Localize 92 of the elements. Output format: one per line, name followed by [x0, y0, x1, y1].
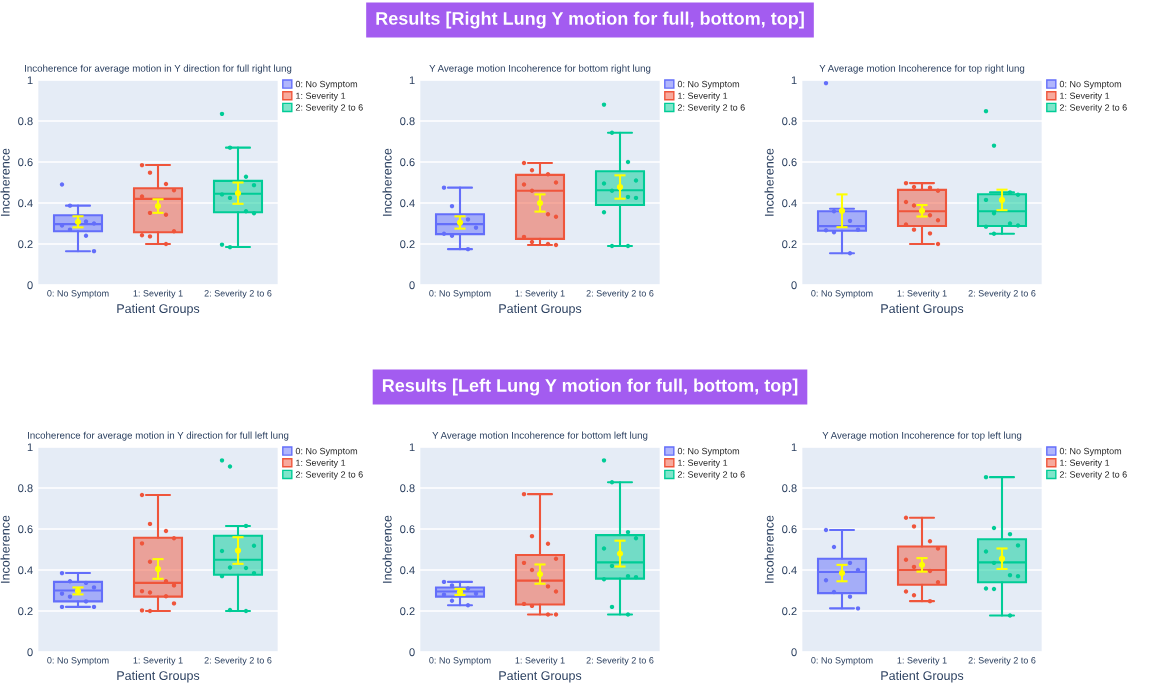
y-tick-label: 1: [27, 76, 33, 85]
y-tick-label: 0.8: [782, 484, 797, 493]
legend-label: 0: No Symptom: [1059, 80, 1122, 90]
legend-label: 0: No Symptom: [1059, 447, 1122, 457]
y-tick-label: 0.2: [18, 607, 33, 616]
x-axis-title: Patient Groups: [499, 303, 582, 316]
legend-label: 0: No Symptom: [295, 80, 358, 90]
x-tick-label: 0: No Symptom: [47, 657, 109, 666]
x-axis-title: Patient Groups: [117, 670, 200, 683]
chart-subtitle: Incoherence for average motion in Y direction for full left lung: [28, 431, 289, 441]
legend-label: 2: Severity 2 to 6: [295, 471, 363, 480]
y-tick-label: 1: [791, 443, 797, 452]
x-tick-label: 1: Severity 1: [897, 656, 947, 666]
y-tick-label: 0.8: [400, 117, 415, 126]
x-tick-label: 0: No Symptom: [811, 290, 873, 299]
x-tick-label: 2: Severity 2 to 6: [204, 656, 272, 666]
x-tick-label: 2: Severity 2 to 6: [968, 289, 1036, 299]
y-tick-label: 0.4: [782, 566, 797, 575]
x-tick-label: 0: No Symptom: [811, 657, 873, 666]
legend-label: 1: Severity 1: [1060, 92, 1110, 101]
x-tick-label: 0: No Symptom: [429, 657, 491, 666]
x-tick-label: 2: Severity 2 to 6: [586, 289, 654, 299]
x-tick-label: 1: Severity 1: [897, 289, 947, 299]
x-tick-label: 1: Severity 1: [133, 289, 183, 299]
y-tick-label: 0: [791, 648, 797, 657]
chart-title: Results [Left Lung Y motion for full, bottom, top]: [382, 378, 798, 396]
legend-label: 1: Severity 1: [678, 459, 728, 468]
legend-label: 1: Severity 1: [1060, 459, 1110, 468]
y-axis-title: Incoherence: [0, 148, 10, 216]
y-tick-label: 0.4: [400, 199, 415, 208]
y-tick-label: 0.4: [18, 566, 33, 575]
y-axis-title: Incoherence: [382, 148, 392, 216]
y-tick-label: 1: [409, 443, 415, 452]
legend-label: 0: No Symptom: [677, 447, 740, 457]
chart-subtitle: Y Average motion Incoherence for top right lung: [819, 64, 1025, 74]
y-tick-label: 1: [27, 443, 33, 452]
y-tick-label: 0.4: [400, 566, 415, 575]
y-tick-label: 0.2: [18, 240, 33, 249]
legend-label: 0: No Symptom: [677, 80, 740, 90]
y-axis-title: Incoherence: [764, 515, 774, 583]
x-axis-title: Patient Groups: [499, 670, 582, 683]
y-tick-label: 0.6: [782, 525, 797, 534]
y-axis-title: Incoherence: [0, 515, 10, 583]
chart-subtitle: Y Average motion Incoherence for bottom right lung: [429, 64, 651, 74]
y-tick-label: 0: [409, 648, 415, 657]
chart-title: Results [Right Lung Y motion for full, bottom, top]: [376, 11, 804, 29]
y-tick-label: 0.2: [400, 240, 415, 249]
legend-label: 1: Severity 1: [296, 459, 346, 468]
y-tick-label: 0.2: [782, 240, 797, 249]
y-tick-label: 0: [27, 648, 33, 657]
legend-label: 2: Severity 2 to 6: [1059, 104, 1127, 113]
x-tick-label: 1: Severity 1: [133, 656, 183, 666]
x-tick-label: 2: Severity 2 to 6: [586, 656, 654, 666]
y-tick-label: 0.8: [18, 484, 33, 493]
x-tick-label: 0: No Symptom: [47, 290, 109, 299]
x-tick-label: 0: No Symptom: [429, 290, 491, 299]
y-tick-label: 0: [27, 281, 33, 290]
y-tick-label: 0.2: [400, 607, 415, 616]
chart-subtitle: Y Average motion Incoherence for bottom left lung: [432, 431, 648, 441]
y-tick-label: 0.6: [400, 525, 415, 534]
y-tick-label: 0.6: [18, 158, 33, 167]
y-tick-label: 0.4: [782, 199, 797, 208]
legend-label: 0: No Symptom: [295, 447, 358, 457]
y-tick-label: 0.8: [18, 117, 33, 126]
y-tick-label: 0.6: [18, 525, 33, 534]
legend-label: 2: Severity 2 to 6: [677, 104, 745, 113]
y-tick-label: 0.4: [18, 199, 33, 208]
x-tick-label: 2: Severity 2 to 6: [204, 289, 272, 299]
legend-label: 2: Severity 2 to 6: [1059, 471, 1127, 480]
legend-label: 2: Severity 2 to 6: [677, 471, 745, 480]
y-tick-label: 0: [409, 281, 415, 290]
y-tick-label: 1: [409, 76, 415, 85]
y-tick-label: 0.8: [782, 117, 797, 126]
x-tick-label: 2: Severity 2 to 6: [968, 656, 1036, 666]
legend-label: 1: Severity 1: [296, 92, 346, 101]
x-axis-title: Patient Groups: [881, 670, 964, 683]
y-axis-title: Incoherence: [764, 148, 774, 216]
y-tick-label: 1: [791, 76, 797, 85]
y-tick-label: 0.2: [782, 607, 797, 616]
y-axis-title: Incoherence: [382, 515, 392, 583]
y-tick-label: 0.6: [782, 158, 797, 167]
chart-subtitle: Y Average motion Incoherence for top left lung: [822, 431, 1022, 441]
chart-subtitle: Incoherence for average motion in Y direction for full right lung: [25, 64, 292, 74]
x-tick-label: 1: Severity 1: [515, 289, 565, 299]
y-tick-label: 0: [791, 281, 797, 290]
y-tick-label: 0.6: [400, 158, 415, 167]
legend-label: 1: Severity 1: [678, 92, 728, 101]
x-tick-label: 1: Severity 1: [515, 656, 565, 666]
legend-label: 2: Severity 2 to 6: [295, 104, 363, 113]
y-tick-label: 0.8: [400, 484, 415, 493]
x-axis-title: Patient Groups: [881, 303, 964, 316]
x-axis-title: Patient Groups: [117, 303, 200, 316]
